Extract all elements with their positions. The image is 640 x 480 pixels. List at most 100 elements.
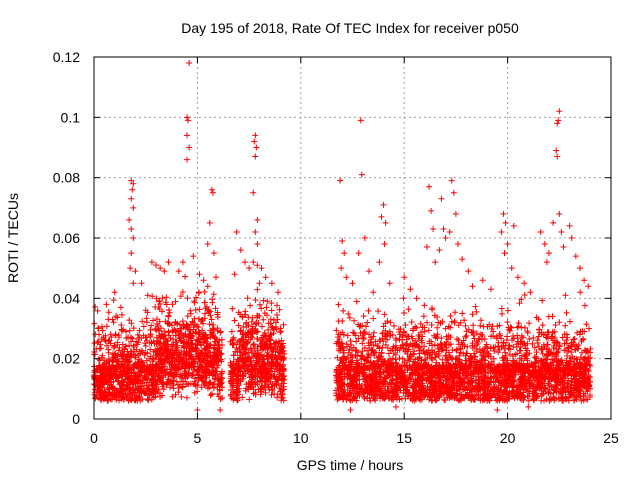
data-point <box>267 344 274 351</box>
data-point <box>443 339 450 346</box>
data-point <box>504 333 511 340</box>
data-point <box>126 370 133 377</box>
data-point <box>206 321 213 328</box>
data-point <box>440 381 447 388</box>
data-point <box>240 331 247 338</box>
data-point <box>585 368 592 375</box>
data-point <box>192 307 199 314</box>
data-point <box>148 322 155 329</box>
data-point <box>504 382 511 389</box>
data-point <box>212 305 219 312</box>
data-point <box>468 329 475 336</box>
data-point <box>555 388 562 395</box>
data-point <box>334 385 341 392</box>
data-point <box>152 304 159 311</box>
data-point <box>424 384 431 391</box>
data-point <box>413 324 420 331</box>
data-point <box>456 352 463 359</box>
data-point <box>447 393 454 400</box>
data-point <box>276 363 283 370</box>
data-point <box>266 369 273 376</box>
data-point <box>408 319 415 326</box>
data-point <box>115 347 122 354</box>
data-point <box>142 343 149 349</box>
data-point <box>402 322 409 329</box>
data-point <box>363 357 370 364</box>
data-point <box>333 377 340 384</box>
data-point <box>564 380 571 387</box>
data-point <box>194 371 201 378</box>
data-point <box>542 375 549 382</box>
data-point <box>509 337 516 344</box>
data-point <box>264 298 271 305</box>
data-point <box>459 386 466 393</box>
data-point <box>366 366 373 373</box>
data-point <box>345 310 352 317</box>
data-point <box>130 380 137 387</box>
data-point <box>250 341 257 348</box>
data-point <box>98 379 105 386</box>
data-point <box>116 381 123 388</box>
data-point <box>105 349 112 356</box>
data-point <box>425 327 432 334</box>
data-point <box>447 363 454 370</box>
data-point <box>365 307 372 314</box>
data-point <box>163 294 170 301</box>
data-point <box>347 390 354 397</box>
data-point <box>410 351 417 358</box>
data-point <box>106 389 113 396</box>
data-point <box>230 352 237 359</box>
data-point <box>468 371 475 378</box>
data-point <box>586 325 593 332</box>
data-point <box>550 345 557 352</box>
data-point <box>518 333 525 340</box>
data-point <box>258 323 265 330</box>
data-point <box>271 390 278 397</box>
data-point <box>213 364 220 371</box>
data-point <box>409 370 416 377</box>
data-point <box>521 369 528 376</box>
data-point <box>489 323 496 330</box>
data-point <box>582 374 589 381</box>
data-point <box>579 328 586 335</box>
data-point <box>583 321 590 328</box>
data-point <box>165 312 172 319</box>
data-point <box>159 378 166 385</box>
data-point <box>101 366 108 373</box>
data-point <box>99 393 106 400</box>
data-point <box>550 390 557 397</box>
data-point <box>335 334 342 341</box>
data-point <box>333 327 340 334</box>
data-point <box>435 363 442 370</box>
data-point <box>475 382 482 389</box>
data-point <box>418 357 425 364</box>
data-point <box>387 319 394 326</box>
data-point <box>111 352 118 359</box>
data-point <box>279 367 286 374</box>
data-point <box>208 390 215 397</box>
data-point <box>159 392 166 399</box>
data-point <box>260 366 267 373</box>
data-point <box>351 330 358 337</box>
data-point <box>153 353 160 360</box>
data-point <box>186 345 193 352</box>
data-point <box>405 357 412 364</box>
data-point <box>234 380 241 387</box>
data-point <box>555 396 562 403</box>
data-point <box>543 364 550 371</box>
data-point <box>367 397 374 404</box>
data-point <box>563 337 570 344</box>
data-point <box>486 378 493 385</box>
data-point <box>539 297 546 304</box>
data-point <box>195 338 202 345</box>
data-point <box>424 364 431 371</box>
data-point <box>540 363 547 370</box>
data-point <box>261 310 268 317</box>
data-point <box>353 365 360 372</box>
data-point <box>508 324 515 331</box>
data-point <box>258 382 265 389</box>
data-point <box>577 289 584 296</box>
data-point <box>361 329 368 336</box>
data-point <box>218 336 225 343</box>
data-point <box>460 370 467 377</box>
